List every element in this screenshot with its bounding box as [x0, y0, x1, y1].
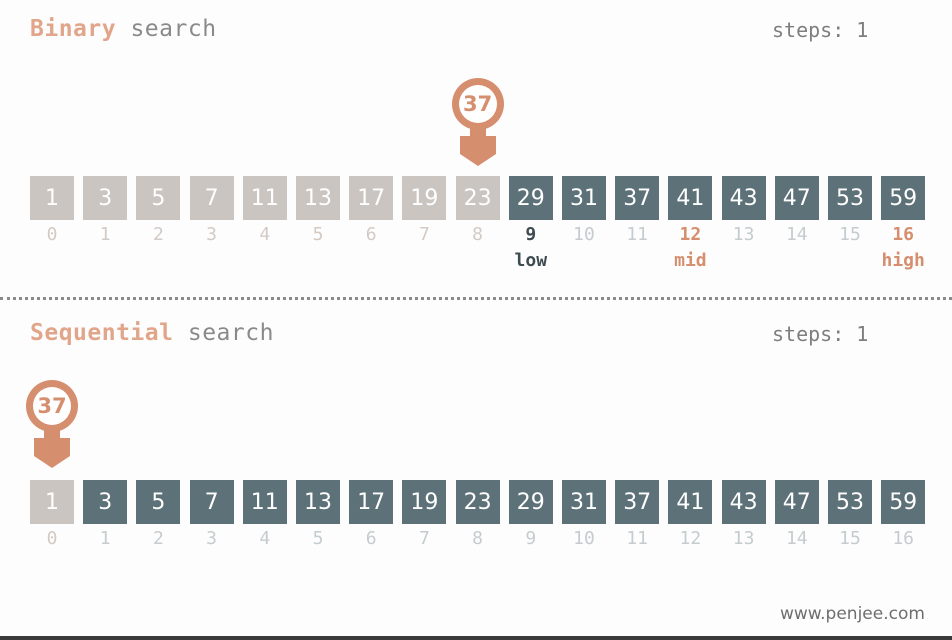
- sequential-cell: 29: [508, 480, 553, 524]
- binary-cell: 11: [242, 176, 287, 220]
- binary-index-label: 7: [418, 224, 430, 245]
- sequential-index-label: 2: [152, 528, 164, 549]
- sequential-index-label: 8: [472, 528, 484, 549]
- binary-steps: steps: 1: [772, 18, 868, 42]
- sequential-steps: steps: 1: [772, 322, 868, 346]
- binary-index-label: 16: [892, 224, 915, 245]
- binary-index-label: 11: [626, 224, 649, 245]
- binary-index-label: 10: [573, 224, 595, 245]
- sequential-index-label: 11: [626, 528, 649, 549]
- binary-index-label: 6: [365, 224, 377, 245]
- sequential-index-label: 1: [99, 528, 111, 549]
- sequential-cell: 43: [721, 480, 766, 524]
- binary-index-label: 5: [312, 224, 324, 245]
- sequential-index-label: 5: [312, 528, 324, 549]
- binary-target-marker: 37: [446, 76, 510, 172]
- binary-index-label: 15: [839, 224, 861, 245]
- sequential-index-label: 10: [573, 528, 595, 549]
- binary-steps-value: 1: [856, 18, 869, 42]
- binary-cell: 29: [508, 176, 553, 220]
- sequential-cell: 5: [136, 480, 181, 524]
- sequential-cell: 47: [774, 480, 819, 524]
- sequential-cell: 13: [296, 480, 340, 524]
- sequential-target-value: 37: [37, 394, 67, 418]
- sequential-cell: 23: [455, 480, 500, 524]
- binary-index-label: 13: [732, 224, 755, 245]
- sequential-cell: 31: [562, 480, 606, 524]
- binary-cell: 3: [83, 176, 128, 220]
- sequential-cell: 1: [30, 480, 74, 524]
- map-pin-icon: [451, 78, 504, 166]
- binary-cell: 53: [828, 176, 872, 220]
- binary-index-label: 9: [525, 224, 537, 245]
- sequential-index-label: 3: [206, 528, 218, 549]
- binary-title-accent: Binary: [30, 16, 117, 42]
- binary-cell: 5: [136, 176, 181, 220]
- sequential-index-label: 14: [785, 528, 808, 549]
- sequential-steps-label: steps:: [772, 322, 845, 346]
- sequential-cell: 3: [83, 480, 128, 524]
- map-pin-icon: [26, 380, 78, 468]
- sequential-title: Sequential search: [30, 320, 274, 346]
- sequential-index-label: 12: [679, 528, 702, 549]
- binary-title-rest: search: [130, 16, 217, 42]
- sequential-array: 1 0 3 1 5 2 7 3 11 4 13 5 17 6 19 7 23 8 29 9 31 10 37 11 41 12 43…: [30, 480, 930, 600]
- bottom-border: [0, 636, 952, 640]
- binary-cell: 17: [349, 176, 394, 220]
- sequential-index-label: 9: [525, 528, 537, 549]
- sequential-index-label: 13: [732, 528, 755, 549]
- sequential-index-label: 4: [259, 528, 271, 549]
- pointer-label-high: high: [881, 250, 925, 271]
- binary-title: Binary search: [30, 16, 217, 42]
- sequential-title-rest: search: [187, 320, 274, 346]
- binary-index-label: 12: [679, 224, 702, 245]
- sequential-cell: 37: [615, 480, 660, 524]
- sequential-cell: 17: [349, 480, 394, 524]
- binary-index-label: 2: [152, 224, 164, 245]
- sequential-cell: 59: [881, 480, 926, 524]
- binary-cell: 37: [615, 176, 660, 220]
- sequential-index-label: 16: [892, 528, 915, 549]
- sequential-cell: 53: [828, 480, 872, 524]
- sequential-cell: 41: [668, 480, 713, 524]
- sequential-cell: 11: [242, 480, 287, 524]
- sequential-index-label: 6: [365, 528, 377, 549]
- binary-cell: 59: [881, 176, 926, 220]
- binary-cell: 23: [455, 176, 500, 220]
- watermark: www.penjee.com: [780, 604, 925, 624]
- binary-index-label: 0: [46, 224, 58, 245]
- binary-cell: 7: [189, 176, 234, 220]
- binary-index-label: 1: [99, 224, 111, 245]
- sequential-steps-value: 1: [856, 322, 869, 346]
- sequential-title-accent: Sequential: [30, 320, 174, 346]
- sequential-index-label: 7: [418, 528, 430, 549]
- binary-cell: 1: [30, 176, 74, 220]
- pointer-label-low: low: [514, 250, 548, 271]
- binary-array: 1 0 3 1 5 2 7 3 11 4 13 5 17 6 19 7 23 8 29 9 31 10 37 11 41 12 43…: [30, 176, 930, 296]
- binary-cell: 13: [296, 176, 340, 220]
- sequential-index-label: 15: [839, 528, 861, 549]
- binary-index-label: 4: [259, 224, 271, 245]
- binary-index-label: 14: [785, 224, 808, 245]
- binary-cell: 19: [402, 176, 447, 220]
- binary-cell: 31: [562, 176, 606, 220]
- sequential-index-label: 0: [46, 528, 58, 549]
- binary-steps-label: steps:: [772, 18, 845, 42]
- binary-cell: 47: [774, 176, 819, 220]
- binary-index-label: 8: [472, 224, 484, 245]
- sequential-cell: 7: [189, 480, 234, 524]
- binary-cell: 43: [721, 176, 766, 220]
- sequential-target-marker: 37: [20, 378, 84, 474]
- pointer-label-mid: mid: [674, 250, 707, 271]
- binary-cell: 41: [668, 176, 713, 220]
- binary-index-label: 3: [206, 224, 218, 245]
- section-divider: [0, 297, 952, 300]
- binary-target-value: 37: [462, 92, 493, 116]
- sequential-cell: 19: [402, 480, 447, 524]
